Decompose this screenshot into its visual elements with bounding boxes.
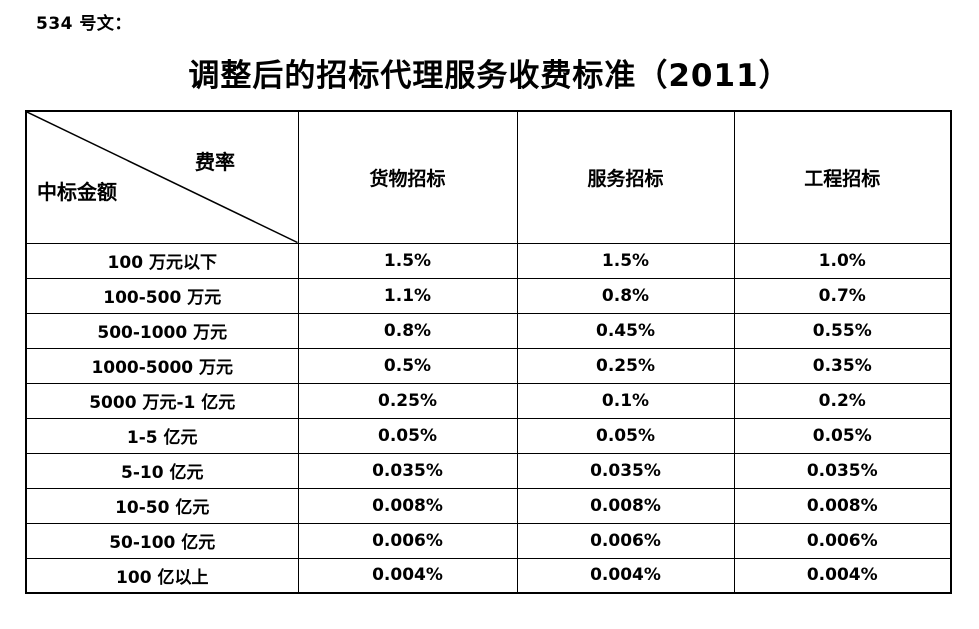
rate-cell-service: 0.25% [516, 347, 735, 384]
rate-cell-engineering: 0.35% [733, 347, 952, 384]
table-row: 1-5 亿元 0.05% 0.05% 0.05% [25, 417, 952, 454]
table-row: 100 万元以下 1.5% 1.5% 1.0% [25, 242, 952, 279]
rate-cell-engineering: 0.2% [733, 382, 952, 419]
amount-cell: 10-50 亿元 [25, 487, 299, 524]
corner-label-rate: 费率 [195, 150, 235, 174]
table-row: 100-500 万元 1.1% 0.8% 0.7% [25, 277, 952, 314]
rate-cell-engineering: 0.004% [733, 557, 952, 594]
rate-cell-goods: 1.1% [297, 277, 518, 314]
corner-label-amount: 中标金额 [37, 180, 117, 204]
rate-cell-engineering: 0.05% [733, 417, 952, 454]
rate-cell-service: 0.035% [516, 452, 735, 489]
amount-cell: 50-100 亿元 [25, 522, 299, 559]
rate-cell-engineering: 1.0% [733, 242, 952, 279]
corner-header-cell: 费率 中标金额 [25, 110, 299, 244]
amount-cell: 5000 万元-1 亿元 [25, 382, 299, 419]
rate-cell-goods: 0.006% [297, 522, 518, 559]
rate-cell-goods: 0.25% [297, 382, 518, 419]
rate-cell-engineering: 0.035% [733, 452, 952, 489]
table-row: 500-1000 万元 0.8% 0.45% 0.55% [25, 312, 952, 349]
column-header-goods: 货物招标 [297, 110, 518, 244]
table-row: 50-100 亿元 0.006% 0.006% 0.006% [25, 522, 952, 559]
table-row: 100 亿以上 0.004% 0.004% 0.004% [25, 557, 952, 594]
rate-cell-service: 0.008% [516, 487, 735, 524]
table-row: 5-10 亿元 0.035% 0.035% 0.035% [25, 452, 952, 489]
rate-cell-service: 0.8% [516, 277, 735, 314]
rate-cell-service: 1.5% [516, 242, 735, 279]
table-row: 5000 万元-1 亿元 0.25% 0.1% 0.2% [25, 382, 952, 419]
page-title: 调整后的招标代理服务收费标准（2011） [188, 58, 791, 94]
rate-cell-engineering: 0.7% [733, 277, 952, 314]
amount-cell: 5-10 亿元 [25, 452, 299, 489]
column-header-engineering: 工程招标 [733, 110, 952, 244]
rate-cell-goods: 0.035% [297, 452, 518, 489]
rate-cell-engineering: 0.006% [733, 522, 952, 559]
rate-cell-goods: 1.5% [297, 242, 518, 279]
rate-cell-engineering: 0.55% [733, 312, 952, 349]
amount-cell: 1-5 亿元 [25, 417, 299, 454]
fee-rate-table: 费率 中标金额 货物招标 服务招标 工程招标 100 万元以下 1.5% 1.5… [25, 110, 952, 594]
rate-cell-service: 0.1% [516, 382, 735, 419]
amount-cell: 500-1000 万元 [25, 312, 299, 349]
table-row: 10-50 亿元 0.008% 0.008% 0.008% [25, 487, 952, 524]
rate-cell-service: 0.004% [516, 557, 735, 594]
doc-reference: 534 号文： [36, 14, 132, 34]
rate-cell-service: 0.006% [516, 522, 735, 559]
amount-cell: 100-500 万元 [25, 277, 299, 314]
amount-cell: 1000-5000 万元 [25, 347, 299, 384]
column-header-service: 服务招标 [516, 110, 735, 244]
rate-cell-goods: 0.004% [297, 557, 518, 594]
rate-cell-goods: 0.05% [297, 417, 518, 454]
amount-cell: 100 万元以下 [25, 242, 299, 279]
amount-cell: 100 亿以上 [25, 557, 299, 594]
diagonal-divider-line [27, 112, 298, 243]
rate-cell-engineering: 0.008% [733, 487, 952, 524]
rate-cell-goods: 0.8% [297, 312, 518, 349]
table-header-row: 费率 中标金额 货物招标 服务招标 工程招标 [25, 110, 952, 244]
table-row: 1000-5000 万元 0.5% 0.25% 0.35% [25, 347, 952, 384]
rate-cell-service: 0.05% [516, 417, 735, 454]
rate-cell-goods: 0.5% [297, 347, 518, 384]
rate-cell-goods: 0.008% [297, 487, 518, 524]
rate-cell-service: 0.45% [516, 312, 735, 349]
